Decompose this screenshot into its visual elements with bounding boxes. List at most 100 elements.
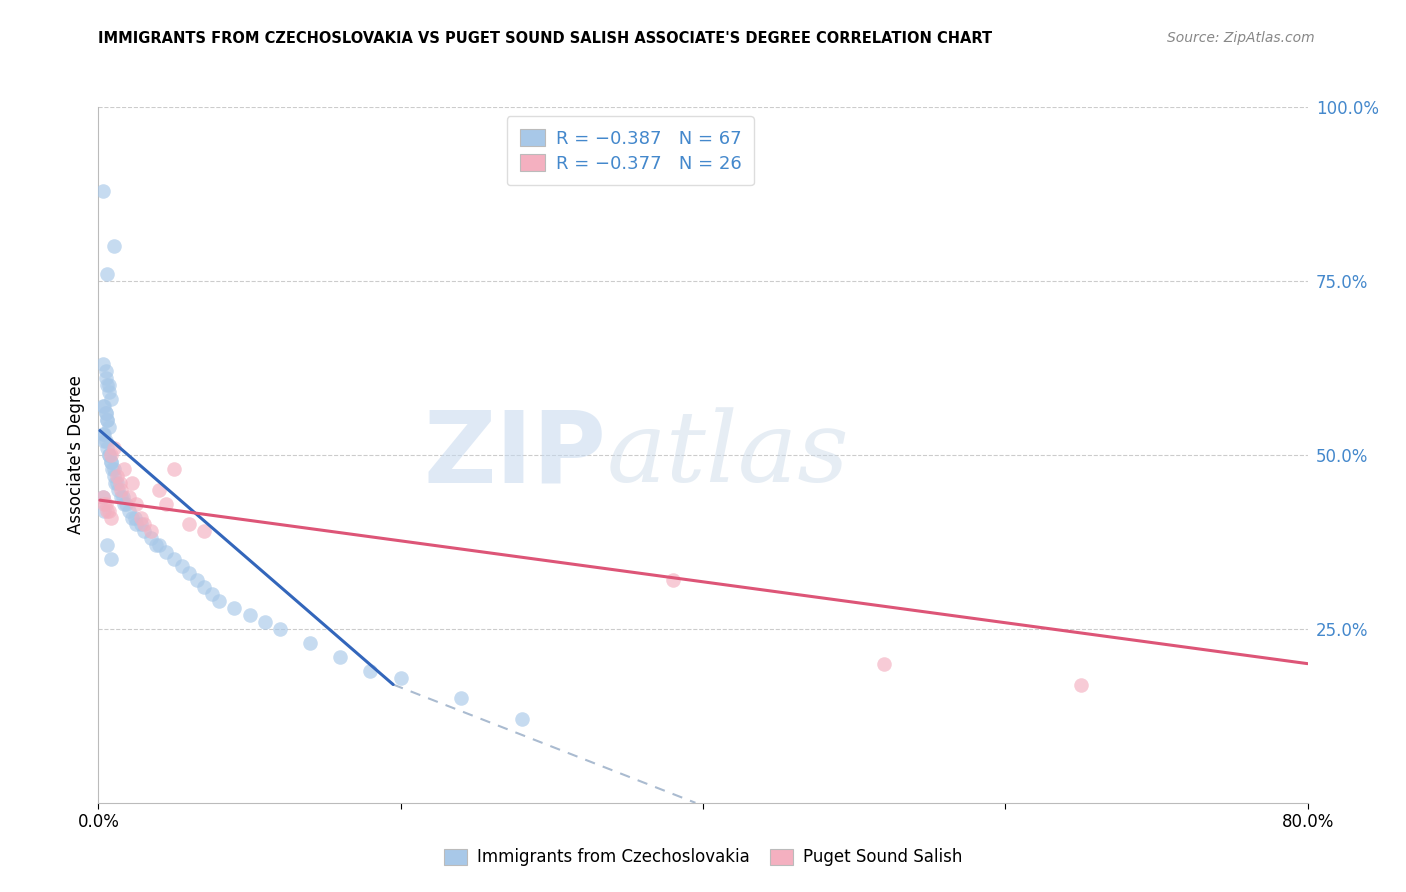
- Point: [91, 399, 114, 413]
- Point: [510, 712, 533, 726]
- Point: [155, 545, 177, 559]
- Point: [94, 497, 117, 511]
- Point: [93, 427, 115, 442]
- Point: [98, 448, 121, 462]
- Point: [121, 510, 143, 524]
- Point: [118, 503, 141, 517]
- Point: [94, 434, 117, 448]
- Point: [299, 636, 322, 650]
- Point: [105, 475, 128, 490]
- Point: [94, 406, 117, 420]
- Text: atlas: atlas: [606, 408, 849, 502]
- Point: [96, 267, 118, 281]
- Point: [141, 524, 163, 539]
- Point: [93, 434, 115, 448]
- Point: [93, 399, 115, 413]
- Point: [224, 601, 246, 615]
- Point: [179, 566, 201, 581]
- Point: [98, 385, 121, 400]
- Point: [239, 607, 262, 622]
- Point: [103, 468, 125, 483]
- Point: [96, 378, 118, 392]
- Point: [170, 559, 193, 574]
- Point: [98, 448, 121, 462]
- Point: [125, 517, 148, 532]
- Point: [121, 475, 143, 490]
- Point: [96, 538, 118, 552]
- Point: [112, 462, 135, 476]
- Point: [141, 532, 163, 546]
- Point: [873, 657, 896, 671]
- Point: [329, 649, 352, 664]
- Point: [125, 497, 148, 511]
- Point: [91, 358, 114, 372]
- Point: [148, 483, 170, 497]
- Point: [124, 510, 146, 524]
- Point: [201, 587, 224, 601]
- Point: [186, 573, 208, 587]
- Point: [111, 490, 134, 504]
- Point: [96, 441, 118, 455]
- Point: [100, 510, 122, 524]
- Point: [112, 497, 135, 511]
- Point: [103, 239, 125, 253]
- Point: [163, 552, 186, 566]
- Text: Source: ZipAtlas.com: Source: ZipAtlas.com: [1167, 31, 1315, 45]
- Point: [662, 573, 685, 587]
- Point: [100, 448, 122, 462]
- Point: [98, 420, 121, 434]
- Point: [103, 441, 125, 455]
- Point: [163, 462, 186, 476]
- Text: IMMIGRANTS FROM CZECHOSLOVAKIA VS PUGET SOUND SALISH ASSOCIATE'S DEGREE CORRELAT: IMMIGRANTS FROM CZECHOSLOVAKIA VS PUGET …: [98, 31, 993, 46]
- Point: [104, 475, 127, 490]
- Point: [100, 392, 122, 407]
- Point: [129, 517, 152, 532]
- Point: [132, 524, 155, 539]
- Point: [91, 490, 114, 504]
- Point: [114, 497, 136, 511]
- Point: [389, 671, 412, 685]
- Point: [91, 184, 114, 198]
- Point: [179, 517, 201, 532]
- Point: [96, 413, 118, 427]
- Point: [101, 462, 124, 476]
- Point: [103, 462, 125, 476]
- Point: [1070, 677, 1092, 691]
- Point: [100, 455, 122, 469]
- Point: [91, 490, 114, 504]
- Point: [155, 497, 177, 511]
- Text: ZIP: ZIP: [423, 407, 606, 503]
- Point: [100, 552, 122, 566]
- Legend: R = −0.387   N = 67, R = −0.377   N = 26: R = −0.387 N = 67, R = −0.377 N = 26: [508, 116, 754, 186]
- Point: [129, 510, 152, 524]
- Point: [93, 503, 115, 517]
- Point: [148, 538, 170, 552]
- Point: [107, 483, 129, 497]
- Point: [118, 490, 141, 504]
- Point: [105, 468, 128, 483]
- Point: [360, 664, 382, 678]
- Y-axis label: Associate's Degree: Associate's Degree: [66, 376, 84, 534]
- Point: [132, 517, 155, 532]
- Point: [94, 406, 117, 420]
- Point: [110, 490, 132, 504]
- Point: [98, 378, 121, 392]
- Point: [193, 580, 215, 594]
- Point: [193, 524, 215, 539]
- Point: [145, 538, 167, 552]
- Point: [96, 413, 118, 427]
- Point: [91, 427, 114, 442]
- Point: [269, 622, 291, 636]
- Point: [93, 497, 115, 511]
- Legend: Immigrants from Czechoslovakia, Puget Sound Salish: Immigrants from Czechoslovakia, Puget So…: [436, 840, 970, 875]
- Point: [94, 364, 117, 378]
- Point: [108, 475, 131, 490]
- Point: [253, 615, 276, 629]
- Point: [208, 594, 231, 608]
- Point: [100, 455, 122, 469]
- Point: [98, 503, 121, 517]
- Point: [450, 691, 472, 706]
- Point: [94, 371, 117, 385]
- Point: [110, 483, 132, 497]
- Point: [96, 503, 118, 517]
